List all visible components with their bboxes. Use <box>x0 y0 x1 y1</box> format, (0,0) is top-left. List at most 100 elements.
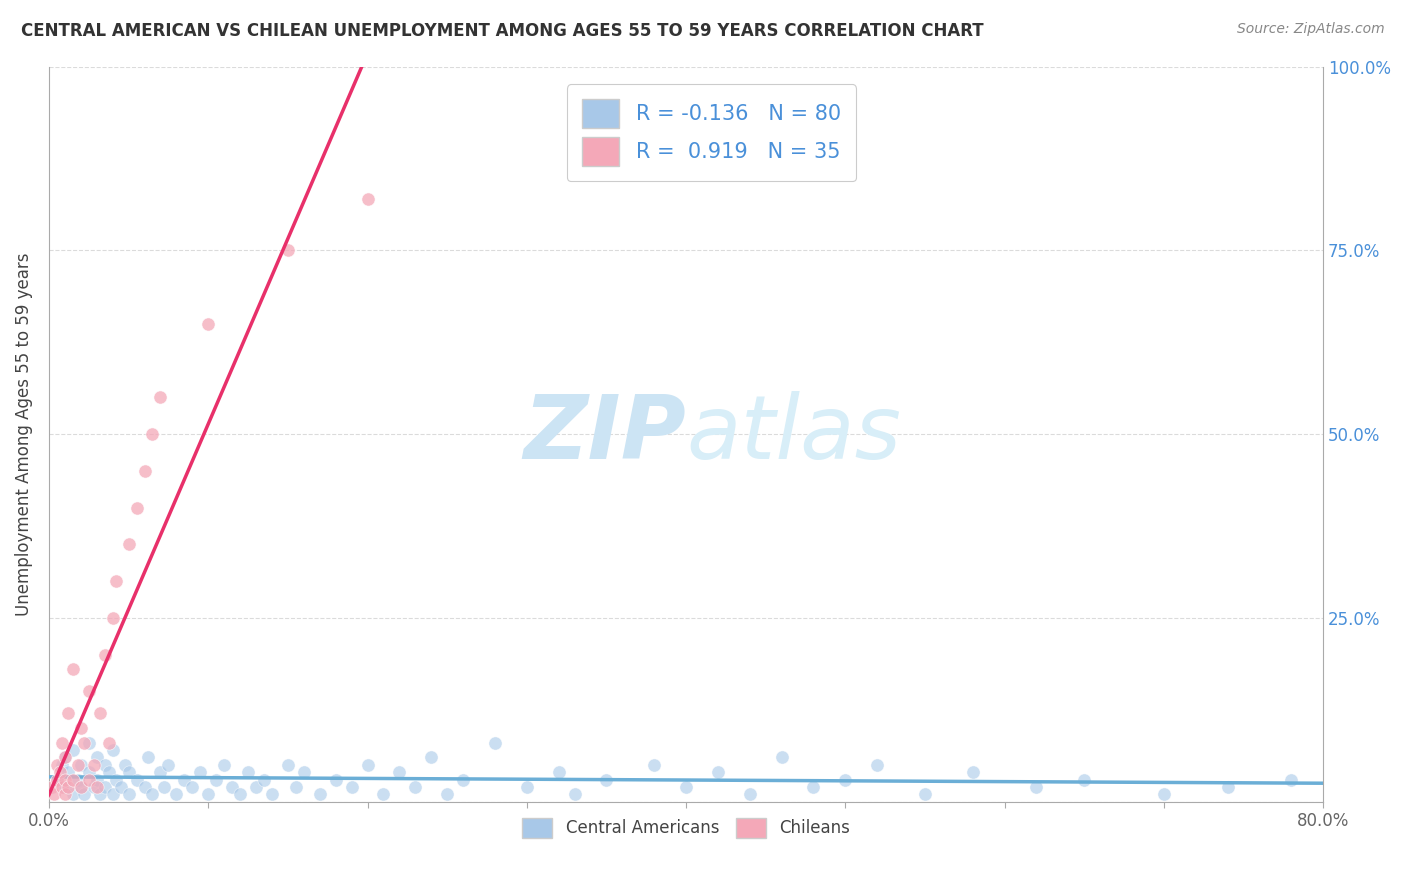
Point <box>110 780 132 794</box>
Point <box>93 780 115 794</box>
Point <box>53 780 76 794</box>
Point <box>51 780 73 794</box>
Point <box>86 772 108 787</box>
Point <box>451 772 474 787</box>
Text: Source: ZipAtlas.com: Source: ZipAtlas.com <box>1237 22 1385 37</box>
Point <box>77 684 100 698</box>
Point <box>141 787 163 801</box>
Point <box>738 787 761 801</box>
Point <box>181 780 204 794</box>
Point <box>66 757 89 772</box>
Point <box>77 772 100 787</box>
Point <box>340 780 363 794</box>
Point <box>83 757 105 772</box>
Point <box>56 765 79 780</box>
Point <box>197 787 219 801</box>
Point <box>98 765 121 780</box>
Point <box>229 787 252 801</box>
Point <box>53 750 76 764</box>
Point <box>77 765 100 780</box>
Point <box>595 772 617 787</box>
Point <box>41 780 63 794</box>
Point <box>284 780 307 794</box>
Point <box>49 765 72 780</box>
Point <box>277 757 299 772</box>
Point <box>245 780 267 794</box>
Point <box>86 780 108 794</box>
Point <box>98 736 121 750</box>
Point <box>260 787 283 801</box>
Point <box>101 743 124 757</box>
Point <box>117 765 139 780</box>
Point <box>62 787 84 801</box>
Point <box>308 787 330 801</box>
Point <box>66 772 89 787</box>
Point <box>253 772 276 787</box>
Point <box>1073 772 1095 787</box>
Point <box>292 765 315 780</box>
Point <box>62 662 84 676</box>
Point <box>104 772 127 787</box>
Point <box>56 780 79 794</box>
Point <box>1279 772 1302 787</box>
Point <box>157 757 180 772</box>
Point <box>356 192 378 206</box>
Point <box>53 772 76 787</box>
Point <box>86 750 108 764</box>
Legend: Central Americans, Chileans: Central Americans, Chileans <box>516 811 856 845</box>
Point <box>197 317 219 331</box>
Point <box>62 772 84 787</box>
Point <box>1025 780 1047 794</box>
Point <box>388 765 411 780</box>
Point <box>134 464 156 478</box>
Point <box>73 736 96 750</box>
Point <box>53 787 76 801</box>
Point <box>117 787 139 801</box>
Point <box>45 772 67 787</box>
Y-axis label: Unemployment Among Ages 55 to 59 years: Unemployment Among Ages 55 to 59 years <box>15 252 32 615</box>
Text: ZIP: ZIP <box>523 391 686 477</box>
Point <box>1216 780 1239 794</box>
Point <box>101 611 124 625</box>
Point <box>770 750 793 764</box>
Point <box>117 537 139 551</box>
Point <box>101 787 124 801</box>
Point <box>564 787 586 801</box>
Point <box>69 780 91 794</box>
Point <box>643 757 665 772</box>
Point <box>93 648 115 662</box>
Point <box>205 772 228 787</box>
Point <box>547 765 569 780</box>
Point <box>221 780 243 794</box>
Point <box>1153 787 1175 801</box>
Point <box>136 750 159 764</box>
Point <box>114 757 136 772</box>
Point <box>104 574 127 588</box>
Point <box>125 772 148 787</box>
Point <box>45 757 67 772</box>
Point <box>484 736 506 750</box>
Point <box>149 765 172 780</box>
Point <box>149 390 172 404</box>
Point <box>675 780 697 794</box>
Point <box>962 765 984 780</box>
Point <box>42 787 65 801</box>
Point <box>77 736 100 750</box>
Point <box>152 780 174 794</box>
Point <box>165 787 187 801</box>
Point <box>51 736 73 750</box>
Point <box>125 500 148 515</box>
Point <box>373 787 395 801</box>
Point <box>89 706 111 721</box>
Point <box>866 757 889 772</box>
Point <box>93 757 115 772</box>
Point <box>62 743 84 757</box>
Point <box>89 787 111 801</box>
Point <box>69 757 91 772</box>
Point <box>141 427 163 442</box>
Point <box>188 765 211 780</box>
Point <box>436 787 458 801</box>
Point <box>404 780 426 794</box>
Point <box>134 780 156 794</box>
Point <box>516 780 538 794</box>
